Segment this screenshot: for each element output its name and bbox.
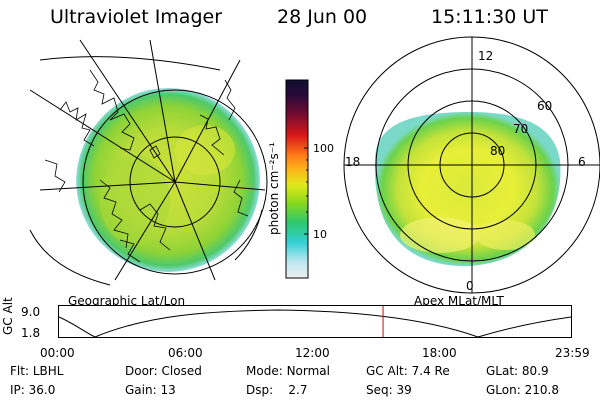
status-info: Flt: LBHL Door: Closed Mode: Normal GC A… (0, 364, 600, 400)
header-bar: Ultraviolet Imager 28 Jun 00 15:11:30 UT (0, 6, 600, 30)
timeline-tick-1200: 12:00 (295, 346, 330, 360)
mlt-label-12: 12 (478, 49, 493, 63)
colorbar-ticks (304, 147, 308, 235)
lat-label-80: 80 (490, 144, 505, 158)
info-mode: Mode: Normal (246, 364, 330, 378)
left-aurora-fill (76, 88, 260, 272)
geographic-map (29, 39, 268, 286)
info-gain: Gain: 13 (125, 383, 176, 397)
altitude-timeline: GC Alt 9.0 1.8 00:00 06:00 12:00 18:00 2… (0, 297, 600, 363)
mlt-label-6: 6 (578, 155, 586, 169)
colorbar-unit-label: photon cm⁻²s⁻¹ (267, 142, 281, 235)
lat-circle-inner (129, 136, 221, 228)
info-glat: GLat: 80.9 (486, 364, 549, 378)
info-gc-alt: GC Alt: 7.4 Re (366, 364, 450, 378)
mlt-lines (344, 37, 600, 293)
colorbar: 100 10 photon cm⁻²s⁻¹ (267, 79, 334, 279)
timeline-ymin: 1.8 (21, 326, 41, 340)
coastlines (44, 69, 249, 263)
lat-circle-outer (82, 89, 268, 275)
altitude-curve (58, 309, 572, 338)
timeline-tick-0600: 06:00 (168, 346, 203, 360)
timeline-tick-0000: 00:00 (40, 346, 75, 360)
timeline-plot (58, 305, 572, 338)
mlt-label-0: 0 (466, 279, 474, 293)
timeline-tick-2359: 23:59 (555, 346, 590, 360)
info-ip: IP: 36.0 (10, 383, 56, 397)
date-label: 28 Jun 00 (277, 6, 368, 28)
info-seq: Seq: 39 (366, 383, 412, 397)
mlat-mlt-map: 12 18 6 0 60 70 80 (343, 36, 600, 294)
info-door: Door: Closed (125, 364, 202, 378)
timeline-ymax: 9.0 (21, 305, 41, 319)
colorbar-tick-100: 100 (313, 142, 334, 155)
lat-label-60: 60 (537, 99, 552, 113)
left-panel-caption: Geographic Lat/Lon (68, 294, 186, 308)
timeline-tick-1800: 18:00 (422, 346, 457, 360)
timeline-ylabel: GC Alt (1, 297, 15, 335)
info-dsp: Dsp: 2.7 (246, 383, 308, 397)
colorbar-gradient (285, 79, 309, 279)
instrument-title: Ultraviolet Imager (50, 6, 223, 28)
right-panel-caption: Apex MLat/MLT (414, 294, 504, 308)
time-label: 15:11:30 UT (431, 6, 548, 28)
info-flt: Flt: LBHL (10, 364, 64, 378)
colorbar-tick-10: 10 (313, 228, 327, 241)
info-glon: GLon: 210.8 (486, 383, 559, 397)
lat-label-70: 70 (513, 122, 528, 136)
image-panels: 100 10 photon cm⁻²s⁻¹ 12 18 6 0 60 70 80 (29, 36, 600, 294)
mlt-label-18: 18 (345, 155, 360, 169)
